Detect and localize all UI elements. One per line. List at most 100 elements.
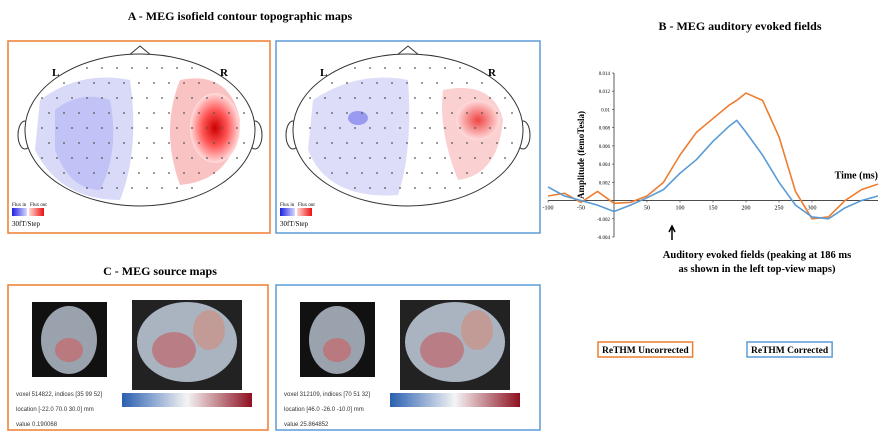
label: Flux out (298, 203, 315, 208)
voxel-info: voxel 312109, indices [70 51 32] (284, 392, 370, 398)
sensor (466, 142, 468, 144)
sensor (421, 142, 423, 144)
x-tick-label: 250 (775, 206, 784, 212)
panel-c-title: C - MEG source maps (103, 264, 217, 278)
sensor (183, 142, 185, 144)
sensor (131, 127, 133, 129)
sensor (429, 157, 431, 159)
voxel-info: value 0.190068 (16, 422, 58, 428)
sensor (146, 97, 148, 99)
sensor (228, 112, 230, 114)
sensor (384, 127, 386, 129)
sensor (206, 157, 208, 159)
figure: A - MEG isofield contour topographic map… (0, 0, 892, 432)
sensor (116, 187, 118, 189)
sensor (48, 112, 50, 114)
voxel-info: location [-22.0 70.0 30.0] mm (16, 407, 94, 413)
sensor (511, 112, 513, 114)
activation (55, 338, 83, 362)
sensor (429, 187, 431, 189)
sensor (41, 127, 43, 129)
series-line (548, 93, 878, 219)
sensor (41, 157, 43, 159)
label: Flux in (280, 203, 295, 208)
sensor (101, 157, 103, 159)
sensor (354, 157, 356, 159)
sensor (108, 82, 110, 84)
sensor (86, 157, 88, 159)
sensor (399, 127, 401, 129)
sensor (198, 112, 200, 114)
sensor (56, 127, 58, 129)
sensor (369, 157, 371, 159)
sensor (78, 112, 80, 114)
sensor (168, 112, 170, 114)
sensor (146, 157, 148, 159)
x-tick-label: -100 (543, 206, 554, 212)
sensor (369, 67, 371, 69)
sensor (183, 82, 185, 84)
y-tick-label: -0.004 (597, 236, 610, 241)
sensor (466, 172, 468, 174)
colorbar (390, 393, 520, 407)
sensor (451, 172, 453, 174)
sensor (161, 67, 163, 69)
sensor (466, 82, 468, 84)
sensor (221, 97, 223, 99)
sensor (153, 172, 155, 174)
y-tick-label: -0.002 (597, 218, 610, 223)
label: R (488, 67, 497, 79)
sensor (86, 67, 88, 69)
sensor (86, 127, 88, 129)
sensor (474, 97, 476, 99)
sensor (414, 97, 416, 99)
sensor (399, 157, 401, 159)
sensor (236, 97, 238, 99)
sensor (221, 127, 223, 129)
arrow (669, 226, 675, 240)
label: 30fT/Step (280, 220, 308, 228)
sensor (316, 142, 318, 144)
sensor (161, 187, 163, 189)
sensor (421, 172, 423, 174)
sensor (339, 127, 341, 129)
sensor (459, 187, 461, 189)
sensor (399, 67, 401, 69)
sensor (78, 142, 80, 144)
sensor (361, 172, 363, 174)
sensor (451, 82, 453, 84)
sensor (481, 112, 483, 114)
sensor (429, 127, 431, 129)
sensor (213, 112, 215, 114)
sensor (331, 172, 333, 174)
sensor (451, 112, 453, 114)
sensor (316, 112, 318, 114)
sensor (116, 97, 118, 99)
sensor (369, 97, 371, 99)
sensor (384, 157, 386, 159)
sensor (168, 82, 170, 84)
flux-in (35, 78, 133, 201)
sensor (221, 157, 223, 159)
series-line (548, 120, 878, 218)
sensor (331, 82, 333, 84)
sensor (354, 67, 356, 69)
sensor (116, 157, 118, 159)
sensor (191, 157, 193, 159)
sensor (71, 97, 73, 99)
sensor (504, 97, 506, 99)
sensor (191, 67, 193, 69)
colorbar (29, 208, 44, 216)
sensor (309, 97, 311, 99)
sensor (376, 82, 378, 84)
flux-out (190, 93, 240, 163)
sensor (376, 142, 378, 144)
sensor (384, 97, 386, 99)
sensor (108, 172, 110, 174)
panel-a-title: A - MEG isofield contour topographic map… (128, 9, 353, 23)
sensor (168, 142, 170, 144)
sensor (444, 67, 446, 69)
sensor (384, 187, 386, 189)
sensor (466, 112, 468, 114)
sensor (131, 187, 133, 189)
